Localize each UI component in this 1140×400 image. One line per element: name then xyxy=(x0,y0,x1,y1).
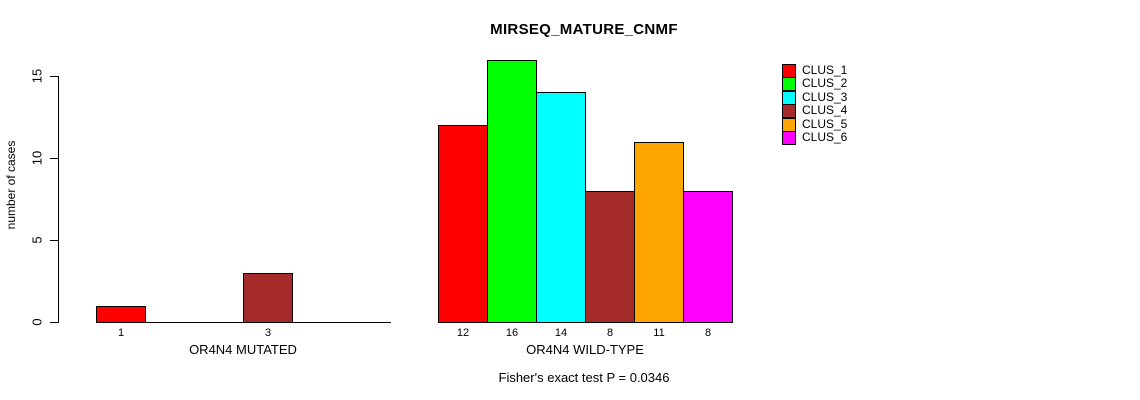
legend-item-CLUS_2: CLUS_2 xyxy=(782,76,848,91)
bar-value-label: 8 xyxy=(606,327,614,339)
bar-CLUS_4 xyxy=(585,191,635,323)
bar-CLUS_4 xyxy=(243,273,293,323)
bar-value-label: 14 xyxy=(554,327,568,339)
y-axis-tick-label: 15 xyxy=(29,68,45,84)
legend-item-CLUS_4: CLUS_4 xyxy=(782,103,848,118)
legend-item-CLUS_3: CLUS_3 xyxy=(782,90,848,105)
bar-value-label: 8 xyxy=(704,327,712,339)
legend-label: CLUS_1 xyxy=(802,63,848,77)
legend-label: CLUS_5 xyxy=(802,117,848,131)
bar-value-label: 16 xyxy=(505,327,519,339)
y-axis-tick-label: 5 xyxy=(29,236,45,244)
bar-CLUS_1 xyxy=(96,306,146,323)
legend-swatch-CLUS_2 xyxy=(782,76,796,91)
y-axis-tick-label: 0 xyxy=(29,318,45,326)
y-axis-line xyxy=(58,76,59,323)
legend-swatch-CLUS_5 xyxy=(782,117,796,132)
bar-value-label: 11 xyxy=(653,327,665,339)
bar-CLUS_3 xyxy=(536,92,586,323)
bar-CLUS_5 xyxy=(634,142,684,323)
bar-value-label: 3 xyxy=(264,327,272,339)
legend-swatch-CLUS_6 xyxy=(782,130,796,145)
legend-swatch-CLUS_4 xyxy=(782,103,796,118)
bar-CLUS_6 xyxy=(683,191,733,323)
legend-label: CLUS_4 xyxy=(802,103,848,117)
bar-CLUS_3-zero xyxy=(194,322,244,323)
bar-CLUS_1 xyxy=(438,125,488,323)
chart-title: MIRSEQ_MATURE_CNMF xyxy=(490,21,678,38)
bar-CLUS_2-zero xyxy=(145,322,195,323)
legend-swatch-CLUS_1 xyxy=(782,63,796,78)
y-axis-tick xyxy=(50,322,58,323)
legend-item-CLUS_5: CLUS_5 xyxy=(782,117,848,132)
legend-label: CLUS_2 xyxy=(802,76,848,90)
x-group-label: OR4N4 MUTATED xyxy=(189,342,297,357)
bar-CLUS_5-zero xyxy=(292,322,342,323)
bar-value-label: 1 xyxy=(117,327,125,339)
legend-label: CLUS_6 xyxy=(802,130,848,144)
footer-caption: Fisher's exact test P = 0.0346 xyxy=(498,370,670,385)
legend-item-CLUS_1: CLUS_1 xyxy=(782,63,848,78)
bar-CLUS_2 xyxy=(487,60,537,323)
legend-label: CLUS_3 xyxy=(802,90,848,104)
y-axis-tick xyxy=(50,76,58,77)
y-axis-label: number of cases xyxy=(4,140,18,230)
legend-swatch-CLUS_3 xyxy=(782,90,796,105)
y-axis-tick xyxy=(50,240,58,241)
y-axis-tick-label: 10 xyxy=(29,150,45,166)
x-group-label: OR4N4 WILD-TYPE xyxy=(526,342,644,357)
y-axis-tick xyxy=(50,158,58,159)
bar-value-label: 12 xyxy=(456,327,470,339)
bar-CLUS_6-zero xyxy=(341,322,391,323)
legend-item-CLUS_6: CLUS_6 xyxy=(782,130,848,145)
